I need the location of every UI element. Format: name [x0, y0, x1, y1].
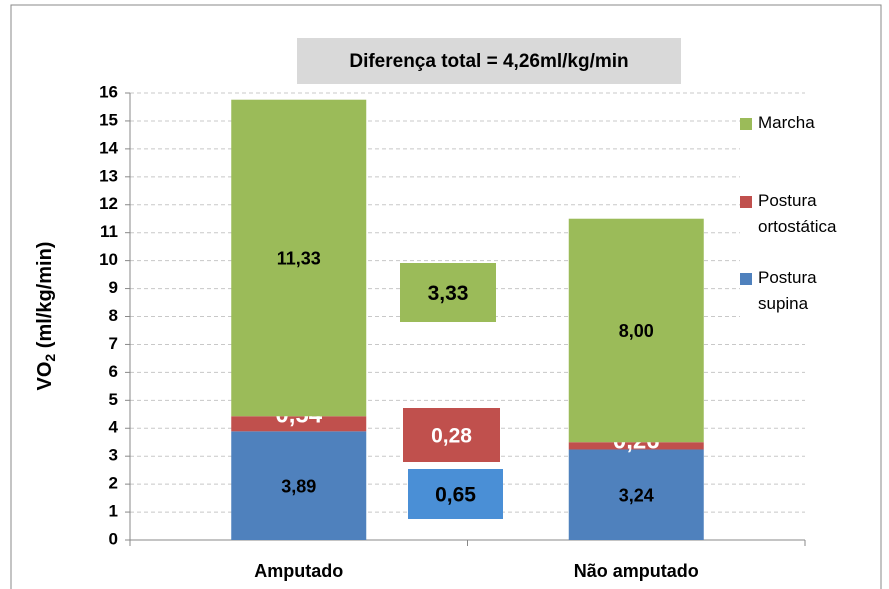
- data-label: 11,33: [277, 249, 321, 269]
- legend-label: Postura supina: [758, 268, 817, 313]
- legend-item: Marcha: [740, 110, 868, 136]
- y-tick-label: 13: [99, 166, 118, 185]
- difference-label: 3,33: [428, 282, 469, 305]
- legend: Marcha Postura ortostática Postura supina: [740, 110, 880, 330]
- y-tick-label: 12: [99, 194, 118, 213]
- y-tick-label: 1: [109, 502, 118, 521]
- y-tick-label: 15: [99, 110, 118, 129]
- bar-segment: [568, 442, 704, 450]
- legend-label: Postura ortostática: [758, 191, 837, 236]
- y-tick-label: 5: [109, 390, 118, 409]
- y-tick-label: 7: [109, 334, 118, 353]
- x-tick-label: Amputado: [254, 561, 343, 581]
- y-tick-label: 14: [99, 138, 118, 157]
- bar-segment: [231, 99, 367, 417]
- y-tick-label: 0: [109, 529, 118, 548]
- y-tick-label: 8: [109, 306, 118, 325]
- data-label: 3,89: [281, 476, 316, 496]
- frame: [10, 4, 882, 589]
- data-label: 8,00: [619, 321, 654, 341]
- difference-box: [403, 408, 500, 462]
- y-label-rest: (ml/kg/min): [34, 242, 56, 354]
- bar-segment: [568, 449, 704, 540]
- chart-title: Diferença total = 4,26ml/kg/min: [349, 51, 628, 72]
- data-label: 3,24: [619, 485, 654, 505]
- y-tick-label: 10: [99, 250, 118, 269]
- difference-label: 0,65: [435, 484, 476, 507]
- difference-box: [408, 469, 503, 519]
- difference-label: 0,28: [431, 425, 472, 448]
- y-tick-label: 4: [109, 418, 119, 437]
- bar-segment: [231, 431, 367, 540]
- legend-swatch: [740, 196, 752, 208]
- y-tick-label: 9: [109, 278, 118, 297]
- y-tick-label: 16: [99, 82, 118, 101]
- y-axis-label: VO2 (ml/kg/min): [34, 242, 57, 391]
- legend-swatch: [740, 273, 752, 285]
- bar-segment: [568, 218, 704, 443]
- y-tick-label: 11: [100, 222, 118, 241]
- y-label-sub: 2: [42, 354, 58, 362]
- title-box: [297, 38, 681, 84]
- y-tick-label: 3: [109, 446, 118, 465]
- legend-item: Postura supina: [740, 265, 868, 317]
- y-tick-label: 6: [109, 362, 118, 381]
- difference-box: [400, 263, 496, 322]
- legend-swatch: [740, 118, 752, 130]
- x-tick-label: Não amputado: [574, 561, 699, 581]
- legend-item: Postura ortostática: [740, 188, 868, 240]
- bar-segment: [231, 416, 367, 432]
- y-tick-label: 2: [109, 474, 118, 493]
- y-label-main: VO: [34, 362, 56, 391]
- legend-label: Marcha: [758, 113, 815, 132]
